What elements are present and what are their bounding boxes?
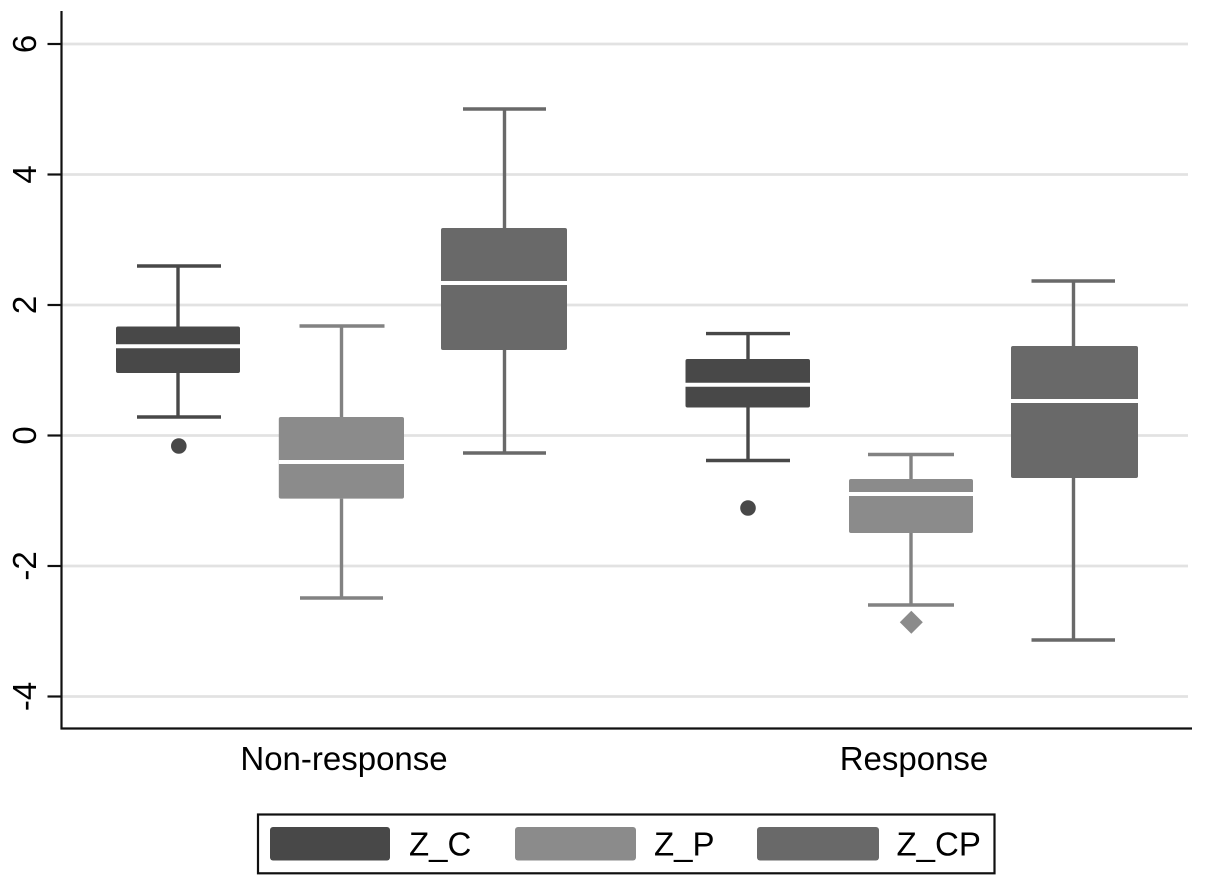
svg-text:Non-response: Non-response [240, 740, 447, 777]
svg-text:Z_P: Z_P [654, 826, 715, 863]
svg-text:Z_CP: Z_CP [897, 826, 981, 863]
svg-text:0: 0 [6, 426, 43, 444]
svg-text:-2: -2 [6, 551, 43, 580]
svg-text:Z_C: Z_C [409, 826, 471, 863]
svg-text:-4: -4 [6, 682, 43, 711]
svg-text:6: 6 [6, 35, 43, 53]
svg-text:2: 2 [6, 296, 43, 314]
svg-text:4: 4 [6, 165, 43, 183]
svg-text:Response: Response [840, 740, 989, 777]
